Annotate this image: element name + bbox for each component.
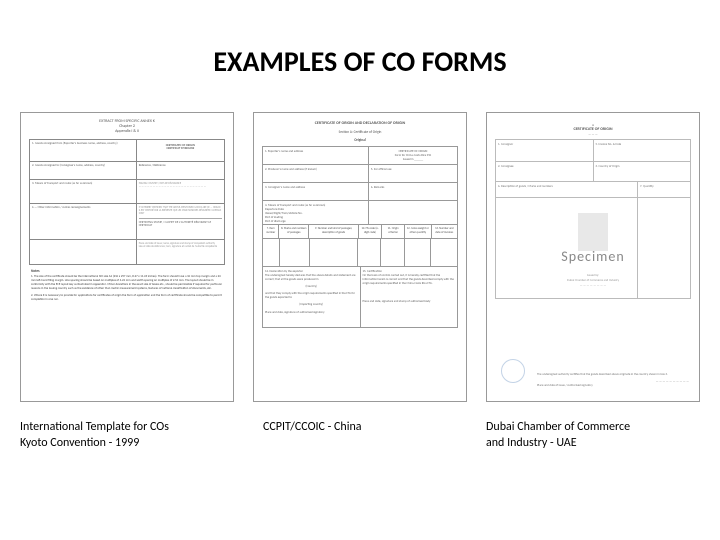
f2-dt2: and that they comply with the origin req… xyxy=(265,291,358,299)
f2-sg: Place and date, signature of authorised … xyxy=(265,310,358,314)
f2-th: 12. Gross weight or other quantity xyxy=(405,225,431,238)
f2-tablehead: 7. Item number 8. Marks and numbers of p… xyxy=(263,225,457,239)
f2-f2: 2. Producer's name and address (if known… xyxy=(263,165,369,182)
f2-cs: Place and date, signature and stamp of a… xyxy=(363,299,456,303)
f3-specimen: Specimen xyxy=(487,248,699,265)
form-card-china: CERTIFICATE OF ORIGIN AND DECLARATION OF… xyxy=(253,112,467,402)
f3-right1: 5. Invoice No. & Date xyxy=(594,140,691,161)
f1-cert-block: IT IS HEREBY CERTIFIED THAT THE ABOVE-ME… xyxy=(137,204,224,239)
caption-china: CCPIT/CCOIC - China xyxy=(253,420,467,451)
f3-issued: Issued by: Dubai Chamber of Commerce and… xyxy=(487,273,699,287)
f2-cert: 15. Certification On the basis of contro… xyxy=(361,267,458,327)
f2-cty: (Country) xyxy=(265,284,358,288)
form-card-uae: ● CERTIFICATE OF ORIGIN — — — 1. Consign… xyxy=(486,112,700,402)
f1-cell-ref: Reference / Référence xyxy=(137,162,224,179)
f2-tablebody xyxy=(263,239,457,267)
f3-f1: 1. Consignor xyxy=(496,140,594,161)
form-card-kyoto: EXTRACT FROM SPECIFIC ANNEX K Chapter 2 … xyxy=(20,112,234,402)
f1-grid: 1. Goods consigned from (Exporter's busi… xyxy=(29,139,225,265)
f2-pd: Port of discharge xyxy=(265,219,366,223)
f1-notes-title: Notes xyxy=(31,269,40,273)
f1-ref: Reference / Référence xyxy=(139,163,166,167)
f3-watermark xyxy=(578,213,608,251)
f2-dt: The undersigned hereby declares that the… xyxy=(265,273,358,281)
caption-line: and Industry - UAE xyxy=(486,436,700,452)
f2-th: 8. Marks and numbers of packages xyxy=(279,225,309,238)
f1-h3: Appendix I & II xyxy=(25,129,229,134)
caption-line: CCPIT/CCOIC - China xyxy=(263,420,467,436)
f2-header: CERTIFICATE OF ORIGIN AND DECLARATION OF… xyxy=(258,121,462,126)
f2-f6: 5. For official use xyxy=(369,165,457,182)
caption-line: International Template for COs xyxy=(20,420,234,436)
f1-note1: 1. The size of the certificate should be… xyxy=(31,275,223,291)
f1-lieu: Place and date of issue; name, signature… xyxy=(137,240,224,264)
f2-empty xyxy=(369,201,457,224)
f3-ft3: Place and date of issue / Authorised sig… xyxy=(537,383,689,387)
f2-box: 1. Exporter's name and address CERTIFICA… xyxy=(262,146,458,328)
f1-cell: 1. Goods consigned from (Exporter's busi… xyxy=(30,140,137,161)
f2-sub: Section A: Certificate of Origin xyxy=(258,130,462,134)
f3-f7: 7. Quantity xyxy=(638,182,690,197)
f2-f1: 1. Exporter's name and address xyxy=(263,147,369,164)
f3-f5: 5. Invoice No. & Date xyxy=(596,142,689,146)
f3-f6: 6. Description of goods / Marks and numb… xyxy=(496,182,638,197)
f2-sa: Section A: Certificate of Origin xyxy=(339,130,382,134)
f1-cell: 3. Means of transport and route (as far … xyxy=(30,180,137,203)
f1-cell: 2. Goods consigned to (Consignee's name,… xyxy=(30,162,137,179)
f1-left-bottom xyxy=(30,240,137,264)
f3-ft1: The undersigned authority certifies that… xyxy=(537,372,689,376)
caption-uae: Dubai Chamber of Commerce and Industry -… xyxy=(486,420,700,451)
f2-ic: (Importing country) xyxy=(265,302,358,306)
f2-th: 10. HS code (6-digit code) xyxy=(359,225,382,238)
f3-f2: 2. Consignee xyxy=(496,162,594,181)
f2-f7: 6. Remarks xyxy=(369,183,457,200)
slide-title: EXAMPLES OF CO FORMS xyxy=(0,44,720,79)
f1-other: 6 — Other information / Autres renseigne… xyxy=(30,204,137,239)
f2-f4c: Issued in ______ xyxy=(371,157,455,161)
f2-th: 9. Number and kind of packages; descript… xyxy=(309,225,359,238)
f1-stamp-line: CERTIFYING STAMP / CACHET DE L'AUTORITÉ … xyxy=(139,218,222,228)
f1-stamp: CERTIFYING STAMP / CACHET DE L'AUTORITÉ … xyxy=(139,220,211,228)
f1-notes: Notes 1. The size of the certificate sho… xyxy=(31,269,223,302)
f2-th: 11. Origin criterion xyxy=(382,225,405,238)
f2-certcol: CERTIFICATE OF ORIGIN Form for China-Cos… xyxy=(369,147,457,164)
f1-header: EXTRACT FROM SPECIFIC ANNEX K Chapter 2 … xyxy=(25,119,229,135)
f2-th: 7. Item number xyxy=(263,225,279,238)
f2-orig: Original xyxy=(258,138,462,142)
f3-header-block: ● CERTIFICATE OF ORIGIN — — — xyxy=(491,123,695,136)
f2-th: 13. Number and date of invoices xyxy=(432,225,457,238)
caption-line: Kyoto Convention - 1999 xyxy=(20,436,234,452)
f2-f3: 3. Consignor's name and address xyxy=(263,183,369,200)
stamp-icon xyxy=(501,359,525,383)
f2-ct: On the basis of control carried out, it … xyxy=(363,273,456,285)
f3-footer: The undersigned authority certifies that… xyxy=(537,372,689,387)
f1-cert-title: CERTIFICATE OF ORIGIN CERTIFICAT D'ORIGI… xyxy=(137,140,224,161)
f2-transport: 4. Means of transport and route (as far … xyxy=(263,201,369,224)
f3-f3: 3. Country of Origin xyxy=(594,162,691,181)
f1-bt2: CERTIFICAT D'ORIGINE xyxy=(139,147,222,151)
caption-line: Dubai Chamber of Commerce xyxy=(486,420,700,436)
caption-kyoto: International Template for COs Kyoto Con… xyxy=(20,420,234,451)
f2-decl: 14. Declaration by the exporter The unde… xyxy=(263,267,361,327)
captions-row: International Template for COs Kyoto Con… xyxy=(20,420,700,451)
f1-cell-issuing: ISSUING COUNTRY / PAYS DE DÉLIVRANCE — —… xyxy=(137,180,224,203)
forms-row: EXTRACT FROM SPECIFIC ANNEX K Chapter 2 … xyxy=(20,112,700,402)
f1-note2: 2. Where it is necessary to provide for … xyxy=(31,294,223,302)
